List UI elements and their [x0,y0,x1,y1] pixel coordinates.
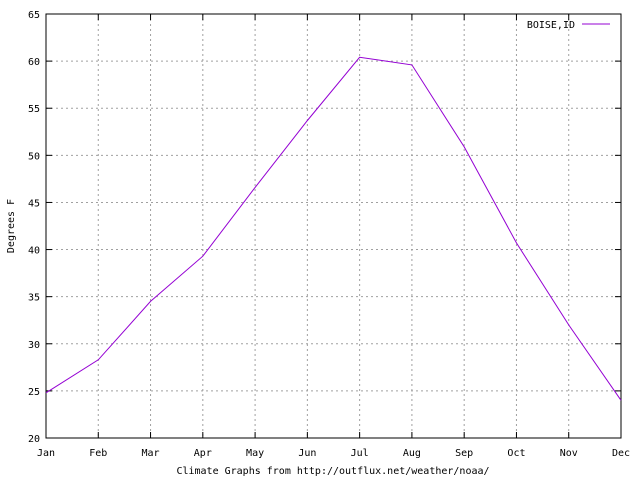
x-tick-label: May [246,448,264,459]
y-tick-label: 20 [28,434,40,445]
x-tick-label: Mar [142,448,160,459]
y-tick-label: 60 [28,57,40,68]
y-axis-label: Degrees F [6,199,17,253]
y-tick-label: 55 [28,104,40,115]
x-tick-label: Nov [560,448,578,459]
y-tick-label: 45 [28,198,40,209]
x-axis-label: Climate Graphs from http://outflux.net/w… [176,466,489,477]
y-tick-label: 30 [28,340,40,351]
y-tick-label: 50 [28,151,40,162]
x-tick-label: Jun [298,448,316,459]
x-tick-label: Aug [403,448,421,459]
legend-label: BOISE,ID [527,20,575,31]
plot-frame [45,13,622,439]
x-axis: Jan Feb Mar Apr May Jun Jul Aug Sep Oct Nov Dec [37,14,630,459]
x-tick-label: Jul [351,448,369,459]
y-axis: 20 25 30 35 40 45 50 55 60 65 [28,10,621,445]
x-tick-label: Dec [612,448,630,459]
y-tick-label: 35 [28,293,40,304]
x-tick-label: Apr [194,448,212,459]
legend: BOISE,ID [527,20,610,31]
x-tick-label: Jan [37,448,55,459]
series-layer [45,56,622,401]
y-tick-label: 25 [28,387,40,398]
grid-lines [46,14,621,438]
series-line [45,56,622,401]
y-tick-label: 40 [28,246,40,257]
x-tick-label: Oct [507,448,525,459]
x-tick-label: Sep [455,448,473,459]
x-tick-label: Feb [89,448,107,459]
y-tick-label: 65 [28,10,40,21]
